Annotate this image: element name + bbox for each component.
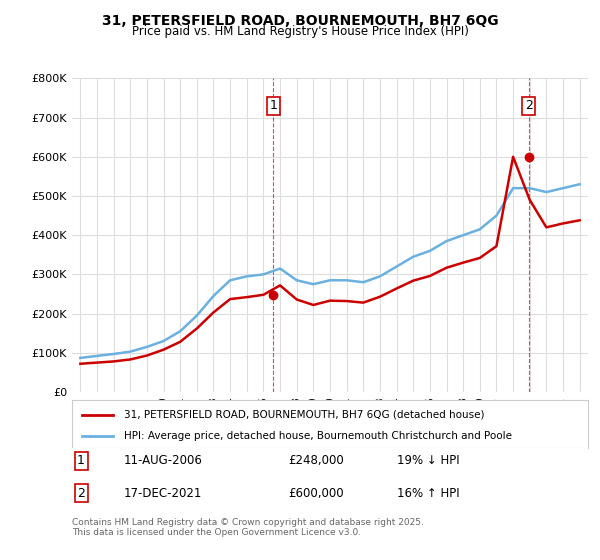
Text: 31, PETERSFIELD ROAD, BOURNEMOUTH, BH7 6QG (detached house): 31, PETERSFIELD ROAD, BOURNEMOUTH, BH7 6… (124, 410, 484, 419)
Text: 19% ↓ HPI: 19% ↓ HPI (397, 454, 460, 468)
Text: 1: 1 (269, 99, 277, 113)
Text: HPI: Average price, detached house, Bournemouth Christchurch and Poole: HPI: Average price, detached house, Bour… (124, 431, 512, 441)
Text: £600,000: £600,000 (289, 487, 344, 500)
Text: 17-DEC-2021: 17-DEC-2021 (124, 487, 202, 500)
Text: 1: 1 (77, 454, 85, 468)
Text: Price paid vs. HM Land Registry's House Price Index (HPI): Price paid vs. HM Land Registry's House … (131, 25, 469, 38)
Text: £248,000: £248,000 (289, 454, 344, 468)
Text: 2: 2 (525, 99, 533, 113)
Text: 2: 2 (77, 487, 85, 500)
Text: 31, PETERSFIELD ROAD, BOURNEMOUTH, BH7 6QG: 31, PETERSFIELD ROAD, BOURNEMOUTH, BH7 6… (101, 14, 499, 28)
Text: 11-AUG-2006: 11-AUG-2006 (124, 454, 202, 468)
Text: 16% ↑ HPI: 16% ↑ HPI (397, 487, 460, 500)
Text: Contains HM Land Registry data © Crown copyright and database right 2025.
This d: Contains HM Land Registry data © Crown c… (72, 518, 424, 538)
